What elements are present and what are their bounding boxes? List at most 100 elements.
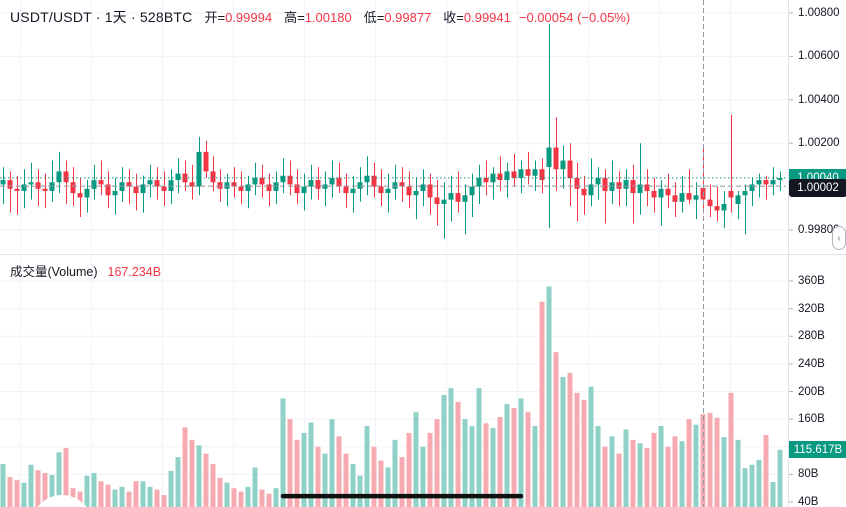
candle-body [42, 188, 48, 191]
candle-body [308, 180, 314, 187]
volume-bar [0, 464, 6, 507]
volume-bar [105, 484, 111, 507]
candle-body [21, 184, 27, 191]
candle-body [525, 169, 531, 176]
volume-bar [728, 392, 734, 507]
volume-bar [189, 439, 195, 507]
volume-bar [532, 426, 538, 507]
candle-body [728, 190, 734, 198]
volume-tick-label: 40B [798, 496, 819, 507]
candle-body [364, 175, 370, 183]
candle-body [693, 195, 699, 200]
candle-body [658, 188, 664, 198]
volume-bar [742, 468, 748, 507]
candle-body [392, 182, 398, 189]
candle-body [343, 186, 349, 194]
volume-bar [63, 448, 69, 507]
candle-body [476, 177, 482, 187]
candle-body [301, 186, 307, 194]
candle-body [483, 177, 489, 183]
volume-tick-label: 360B [798, 275, 825, 287]
candle-body [105, 184, 111, 196]
volume-bar [693, 424, 699, 507]
price-scale-collapse-handle[interactable]: ‹ [832, 226, 846, 250]
volume-tick-label: 320B [798, 302, 825, 315]
candle-body [721, 203, 727, 211]
candle-body [616, 182, 622, 189]
volume-legend: 成交量(Volume) 167.234B [10, 261, 161, 280]
candle-body [469, 186, 475, 196]
candle-body [196, 151, 202, 187]
volume-bar [476, 388, 482, 507]
ohlc-close: 收=0.99941 [443, 10, 511, 25]
volume-bar [98, 481, 104, 507]
candle-body [679, 193, 685, 202]
volume-bar [210, 464, 216, 507]
volume-bar [252, 467, 258, 507]
volume-bar [413, 412, 419, 507]
candle-body [665, 188, 671, 196]
volume-bar [546, 286, 552, 507]
volume-bar [469, 426, 475, 507]
volume-bar [770, 481, 776, 507]
candle-body [602, 177, 608, 191]
candle-body [413, 190, 419, 196]
volume-bar [28, 464, 34, 507]
candle-body [518, 169, 524, 178]
candle-body [686, 193, 692, 200]
candle-body [98, 180, 104, 185]
candle-body [259, 177, 265, 185]
volume-bar [357, 475, 363, 507]
candle-body [434, 197, 440, 204]
volume-bar [133, 481, 139, 507]
symbol-title[interactable]: USDT/USDT · 1天 · 528BTC [10, 9, 193, 25]
candle-body [539, 169, 545, 181]
axis-tick-marks [789, 12, 793, 503]
volume-bar [630, 439, 636, 507]
volume-bar [658, 426, 664, 507]
volume-bars [0, 286, 783, 507]
candle-body [735, 195, 741, 204]
volume-bar [112, 489, 118, 507]
candle-body [63, 171, 69, 183]
volume-bar [273, 488, 279, 507]
price-axis-panel[interactable]: 1.00040 1.00002 115.617B ‹ 1.00800 1.0060… [788, 0, 846, 507]
volume-bar [511, 408, 517, 507]
candle-body [406, 186, 412, 196]
candle-body [427, 184, 433, 198]
candle-body [133, 186, 139, 194]
volume-bar [686, 419, 692, 507]
volume-bar [539, 301, 545, 507]
candle-body [280, 175, 286, 183]
volume-bar [308, 422, 314, 507]
volume-bar [448, 388, 454, 507]
volume-bar [231, 488, 237, 507]
volume-bar [203, 453, 209, 507]
candle-body [385, 188, 391, 194]
volume-bar [168, 470, 174, 507]
volume-bar [301, 432, 307, 507]
volume-bar [378, 460, 384, 507]
volume-bar [280, 398, 286, 507]
volume-bar [637, 443, 643, 507]
volume-bar [483, 423, 489, 507]
volume-tick-label: 160B [798, 413, 825, 426]
volume-bar [714, 417, 720, 507]
candle-body [7, 180, 13, 189]
candle-body [112, 190, 118, 196]
volume-bar [364, 426, 370, 507]
volume-indicator-title[interactable]: 成交量(Volume) [10, 265, 98, 279]
candle-body [714, 206, 720, 211]
price-tick-label: 1.00400 [798, 93, 840, 106]
candle-body [581, 188, 587, 196]
price-tick-label: 1.00800 [798, 7, 840, 19]
candle-body [623, 180, 629, 189]
volume-bar [756, 459, 762, 507]
candle-body [756, 180, 762, 185]
volume-bar [777, 449, 783, 507]
candle-body [455, 193, 461, 202]
candle-body [420, 184, 426, 191]
volume-bar [175, 457, 181, 507]
volume-bar [7, 477, 13, 507]
